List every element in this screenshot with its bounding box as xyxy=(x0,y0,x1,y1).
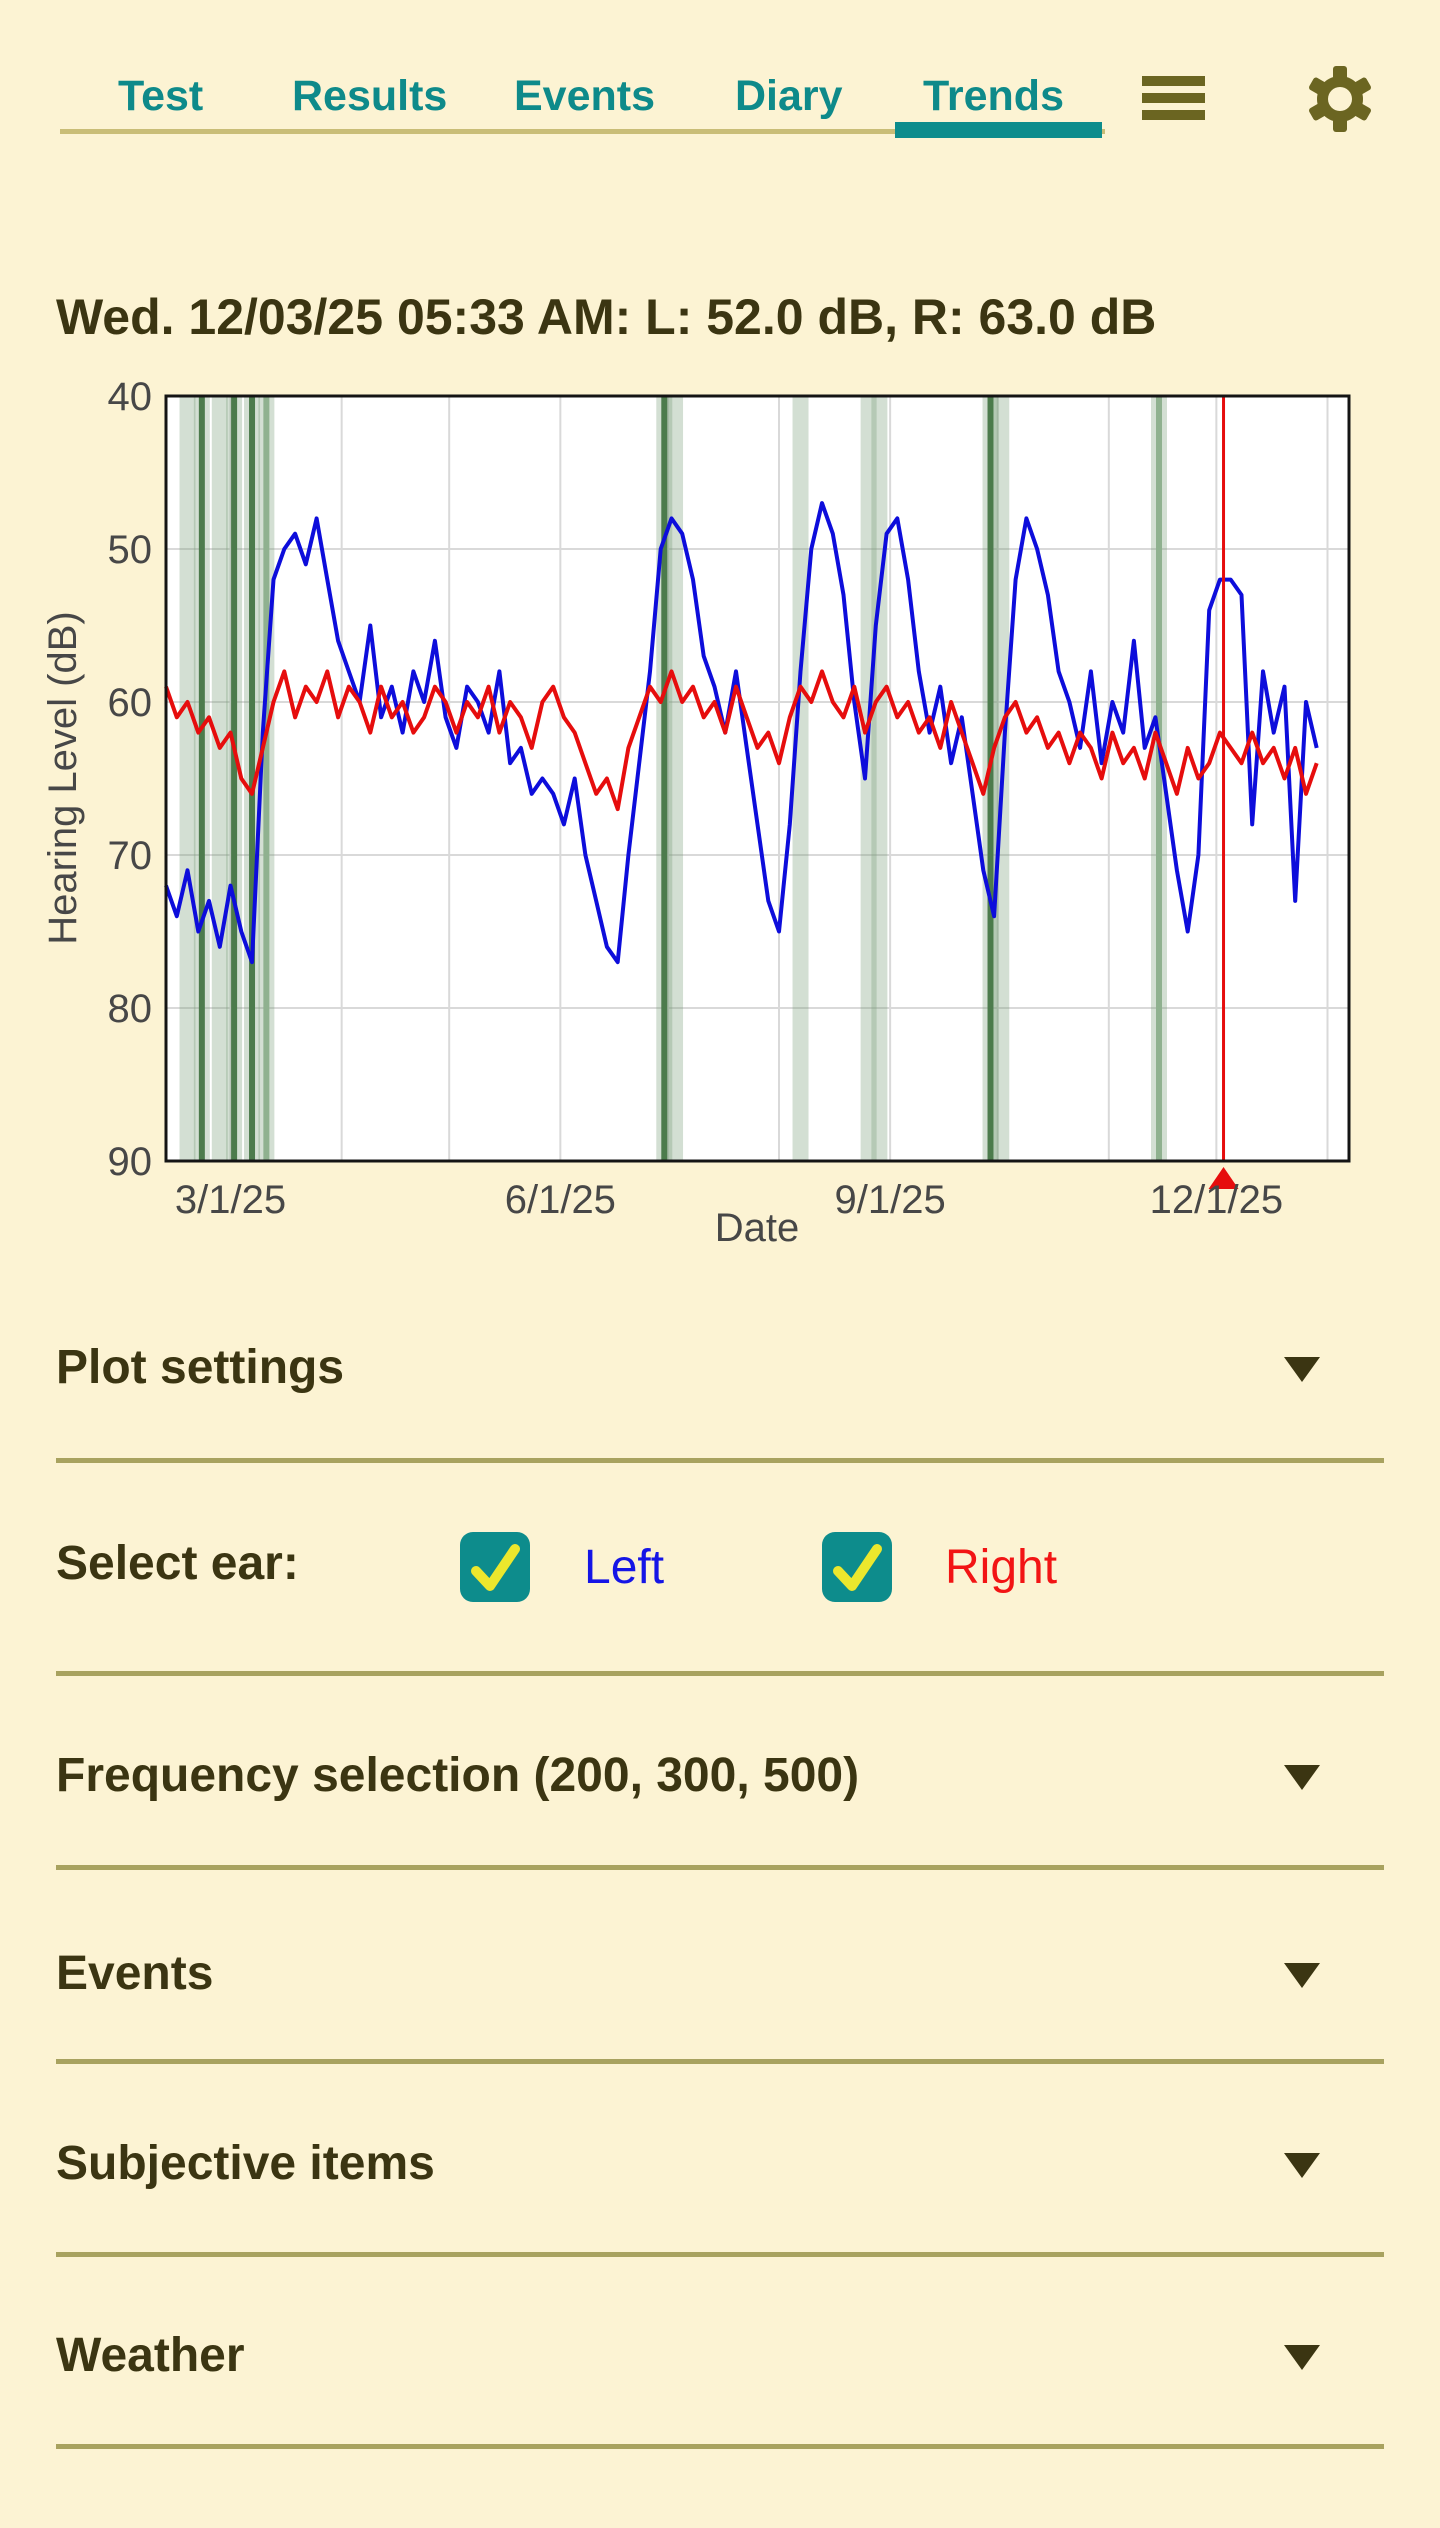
x-axis-tick-label: 6/1/25 xyxy=(505,1178,616,1222)
chevron-down-icon[interactable] xyxy=(1284,1357,1320,1382)
event-line-band xyxy=(179,396,196,1161)
tab-results[interactable]: Results xyxy=(292,72,448,120)
event-line xyxy=(231,396,238,1161)
event-line-band xyxy=(211,396,228,1161)
tab-diary[interactable]: Diary xyxy=(735,72,843,120)
x-axis-tick-label: 12/1/25 xyxy=(1150,1178,1283,1222)
selected-test-marker-arrow[interactable] xyxy=(1208,1167,1239,1189)
divider xyxy=(56,1458,1384,1463)
event-line-band xyxy=(860,396,877,1161)
divider xyxy=(56,2059,1384,2064)
trend-chart[interactable]: 40 50 60 70 80 90 3/1/25 6/1/25 9/1/25 12/1/25 He… xyxy=(0,375,1440,1270)
checkmark-icon xyxy=(471,1544,520,1591)
event-line-band xyxy=(667,396,684,1161)
event-line xyxy=(198,396,205,1161)
divider xyxy=(56,1671,1384,1676)
tab-underline xyxy=(60,129,1105,134)
section-plot-settings[interactable]: Plot settings xyxy=(56,1341,345,1394)
divider xyxy=(56,1865,1384,1870)
section-subjective-items[interactable]: Subjective items xyxy=(56,2137,435,2190)
y-axis-tick-label: 50 xyxy=(108,528,153,572)
section-frequency-selection[interactable]: Frequency selection (200, 300, 500) xyxy=(56,1749,860,1802)
tab-test[interactable]: Test xyxy=(118,72,204,120)
y-axis-tick-label: 70 xyxy=(108,834,153,878)
left-ear-label: Left xyxy=(584,1541,665,1594)
x-axis-label: Date xyxy=(715,1206,800,1250)
tab-trends[interactable]: Trends xyxy=(923,72,1064,120)
chevron-down-icon[interactable] xyxy=(1284,1963,1320,1988)
chevron-down-icon[interactable] xyxy=(1284,2153,1320,2178)
event-line-band xyxy=(871,396,888,1161)
event-line-band xyxy=(792,396,809,1161)
y-axis-tick-label: 80 xyxy=(108,987,153,1031)
chevron-down-icon[interactable] xyxy=(1284,1765,1320,1790)
gear-icon[interactable] xyxy=(1303,60,1377,138)
event-line xyxy=(661,396,668,1161)
right-ear-checkbox[interactable] xyxy=(822,1532,892,1602)
y-axis-tick-label: 90 xyxy=(108,1140,153,1184)
y-axis-label: Hearing Level (dB) xyxy=(41,611,85,945)
plot-area[interactable] xyxy=(166,396,1349,1161)
divider xyxy=(56,2252,1384,2257)
event-line xyxy=(987,396,994,1161)
active-tab-indicator xyxy=(895,122,1102,138)
right-ear-series xyxy=(164,669,1319,812)
select-ear-label: Select ear: xyxy=(56,1537,299,1590)
tab-events[interactable]: Events xyxy=(514,72,656,120)
y-axis-tick-label: 40 xyxy=(108,375,153,419)
section-events[interactable]: Events xyxy=(56,1947,214,2000)
divider xyxy=(56,2444,1384,2449)
right-ear-label: Right xyxy=(945,1541,1058,1594)
chevron-down-icon[interactable] xyxy=(1284,2345,1320,2370)
event-line xyxy=(263,396,270,1161)
y-axis-tick-label: 60 xyxy=(108,681,153,725)
left-ear-checkbox[interactable] xyxy=(460,1532,530,1602)
x-axis-tick-label: 9/1/25 xyxy=(835,1178,946,1222)
selected-test-title: Wed. 12/03/25 05:33 AM: L: 52.0 dB, R: 6… xyxy=(56,289,1157,345)
x-axis-tick-label: 3/1/25 xyxy=(175,1178,286,1222)
plot-frame xyxy=(164,394,1351,1163)
section-weather[interactable]: Weather xyxy=(56,2329,245,2382)
hamburger-menu-icon[interactable] xyxy=(1142,76,1205,124)
checkmark-icon xyxy=(833,1544,882,1591)
event-line xyxy=(1156,396,1163,1161)
event-line xyxy=(249,396,256,1161)
